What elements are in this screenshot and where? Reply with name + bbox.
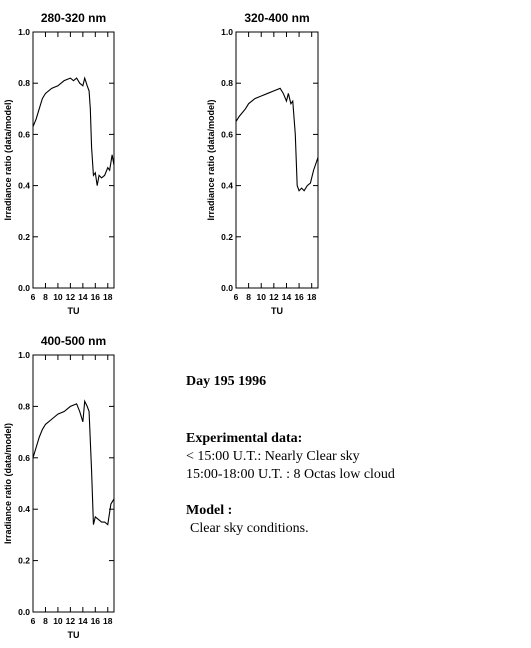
x-tick-label: 8	[246, 292, 251, 302]
experimental-line: 15:00-18:00 U.T. : 8 Octas low cloud	[186, 467, 395, 482]
x-tick-label: 10	[53, 292, 63, 302]
chart-title: 400-500 nm	[41, 334, 106, 348]
experimental-line: < 15:00 U.T.: Nearly Clear sky	[186, 449, 360, 464]
x-axis-label: TU	[68, 306, 80, 316]
chart-title: 280-320 nm	[41, 11, 106, 25]
y-tick-label: 0.4	[18, 181, 30, 191]
x-tick-label: 14	[78, 616, 88, 626]
plot-frame	[235, 31, 319, 289]
model-heading: Model :	[186, 503, 232, 518]
y-tick-label: 0.8	[221, 78, 233, 88]
x-axis-label: TU	[271, 306, 283, 316]
x-tick-label: 14	[78, 292, 88, 302]
x-tick-label: 18	[103, 616, 113, 626]
x-axis-label: TU	[68, 630, 80, 640]
plot-frame	[32, 31, 115, 289]
y-axis-label: Irradiance ratio (data/model)	[3, 423, 13, 544]
experimental-heading: Experimental data:	[186, 431, 302, 446]
x-tick-label: 10	[256, 292, 266, 302]
model-line: Clear sky conditions.	[190, 521, 309, 536]
x-tick-label: 18	[103, 292, 113, 302]
x-tick-label: 8	[43, 292, 48, 302]
x-tick-label: 6	[31, 292, 36, 302]
y-tick-label: 0.8	[18, 401, 30, 411]
x-tick-label: 14	[282, 292, 292, 302]
y-tick-label: 0.2	[18, 556, 30, 566]
y-tick-label: 1.0	[18, 350, 30, 360]
y-tick-label: 0.2	[18, 232, 30, 242]
y-tick-label: 0.0	[18, 607, 30, 617]
x-tick-label: 10	[53, 616, 63, 626]
x-tick-label: 8	[43, 616, 48, 626]
y-tick-label: 0.2	[221, 232, 233, 242]
data-line	[32, 76, 115, 186]
x-tick-label: 12	[269, 292, 279, 302]
x-tick-label: 16	[91, 616, 101, 626]
x-tick-label: 12	[66, 292, 76, 302]
y-tick-label: 0.6	[18, 453, 30, 463]
x-tick-label: 16	[91, 292, 101, 302]
x-tick-label: 12	[66, 616, 76, 626]
y-axis-label: Irradiance ratio (data/model)	[206, 99, 216, 220]
y-tick-label: 0.0	[221, 283, 233, 293]
y-tick-label: 0.0	[18, 283, 30, 293]
data-line	[235, 87, 319, 192]
x-tick-label: 6	[31, 616, 36, 626]
x-tick-label: 16	[294, 292, 304, 302]
y-tick-label: 0.4	[18, 504, 30, 514]
y-tick-label: 1.0	[221, 27, 233, 37]
chart-title: 320-400 nm	[244, 11, 309, 25]
x-tick-label: 6	[234, 292, 239, 302]
x-tick-label: 18	[307, 292, 317, 302]
y-tick-label: 0.4	[221, 181, 233, 191]
y-tick-label: 0.6	[18, 129, 30, 139]
data-line	[32, 399, 115, 526]
plot-frame	[32, 354, 115, 613]
y-tick-label: 0.8	[18, 78, 30, 88]
y-tick-label: 1.0	[18, 27, 30, 37]
day-label: Day 195 1996	[186, 374, 266, 389]
y-tick-label: 0.6	[221, 129, 233, 139]
y-axis-label: Irradiance ratio (data/model)	[3, 99, 13, 220]
